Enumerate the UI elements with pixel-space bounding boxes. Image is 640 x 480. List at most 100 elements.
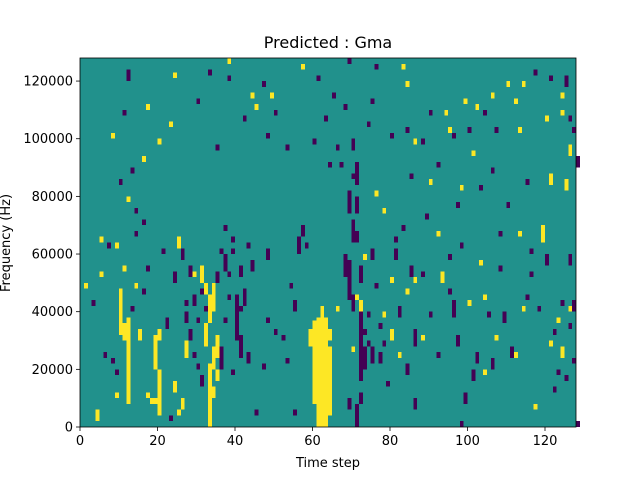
heatmap-cell-high <box>153 334 158 370</box>
heatmap-cell-low <box>486 311 491 318</box>
heatmap-cell-low <box>548 75 553 82</box>
heatmap-cell-low <box>126 69 131 82</box>
heatmap-cell-low <box>238 265 243 278</box>
heatmap-cell-low <box>452 132 456 139</box>
heatmap-cell-high <box>99 236 104 243</box>
heatmap-cell-high <box>320 317 325 427</box>
heatmap-cell-low <box>366 311 371 318</box>
heatmap-cell-low <box>362 328 367 335</box>
heatmap-cell-low <box>304 242 309 249</box>
heatmap-cell-high <box>250 92 255 99</box>
heatmap-cell-low <box>370 346 375 364</box>
heatmap-cell-low <box>188 328 193 341</box>
heatmap-cell-low <box>572 127 577 133</box>
heatmap-cell-low <box>552 328 557 335</box>
heatmap-cell-low <box>421 138 425 145</box>
heatmap-cell-high <box>312 320 317 404</box>
plot-area <box>79 57 580 428</box>
heatmap-cell-high <box>506 81 511 87</box>
heatmap-cell-high <box>111 132 115 139</box>
heatmap-cell-low <box>266 248 270 260</box>
heatmap-cell-low <box>374 282 379 289</box>
heatmap-cell-high <box>227 58 232 64</box>
y-tick-label: 40000 <box>32 305 73 320</box>
heatmap-cell-low <box>219 346 224 370</box>
x-tick-label: 40 <box>227 434 244 449</box>
heatmap-cell-low <box>479 184 484 191</box>
heatmap-cell-low <box>525 179 530 185</box>
y-axis-label: Frequency (Hz) <box>0 194 14 292</box>
heatmap-cell-low <box>289 282 294 289</box>
heatmap-cell-low <box>130 167 135 174</box>
heatmap-cell-low <box>328 161 332 168</box>
heatmap-cell-low <box>122 109 127 116</box>
y-tick-label: 120000 <box>23 75 73 90</box>
heatmap-cell-high <box>483 369 487 376</box>
heatmap-cell-low <box>355 161 360 185</box>
heatmap-cell-high <box>514 98 518 105</box>
heatmap-cell-low <box>347 398 352 410</box>
heatmap-cell-low <box>370 248 375 260</box>
heatmap-cell-low <box>107 242 112 249</box>
heatmap-cell-low <box>227 75 232 82</box>
heatmap-cell-low <box>498 265 503 272</box>
heatmap-cell-high <box>180 398 185 410</box>
heatmap-cell-low <box>525 294 530 301</box>
heatmap-cell-low <box>223 225 228 231</box>
heatmap-cell-high <box>568 144 573 157</box>
heatmap-cell-high <box>308 328 313 347</box>
heatmap-cell-low <box>343 254 348 278</box>
heatmap-cell-low <box>568 115 573 122</box>
heatmap-cell-low <box>428 109 433 116</box>
heatmap-cell-high <box>211 282 216 312</box>
heatmap-cell-high <box>483 294 487 301</box>
heatmap-cell-low <box>390 132 394 139</box>
heatmap-cell-low <box>231 236 236 243</box>
heatmap-cell-low <box>227 294 232 301</box>
heatmap-cell-low <box>103 352 108 358</box>
heatmap-cell-high <box>463 98 468 105</box>
heatmap-cell-high <box>548 340 553 347</box>
heatmap-cell-low <box>134 230 139 237</box>
heatmap-cell-high <box>440 271 445 283</box>
heatmap-cell-low <box>463 392 468 404</box>
heatmap-cell-high <box>390 277 394 283</box>
heatmap-cell-low <box>347 190 352 214</box>
heatmap-cell-high <box>494 334 499 341</box>
heatmap-cell-high <box>475 104 480 110</box>
heatmap-cell-low <box>114 369 119 376</box>
heatmap-cell-low <box>401 225 406 231</box>
heatmap-cell-low <box>165 317 170 329</box>
heatmap-cell-low <box>215 271 220 283</box>
heatmap-cell-high <box>145 392 150 399</box>
heatmap-cell-low <box>498 230 503 237</box>
heatmap-cell-low <box>568 254 573 266</box>
heatmap-cell-high <box>157 328 162 341</box>
heatmap-cell-high <box>316 317 321 427</box>
heatmap-cell-high <box>560 109 565 116</box>
y-axis: 0 20000 40000 60000 80000 100000 120000 <box>23 75 80 436</box>
heatmap-cell-low <box>409 173 414 180</box>
heatmap-cell-low <box>471 369 476 381</box>
heatmap-cell-low <box>285 357 290 364</box>
heatmap-cell-low <box>366 340 371 347</box>
heatmap-cell-low <box>246 242 251 249</box>
heatmap-cell-low <box>572 300 577 312</box>
heatmap-cell-low <box>529 248 534 255</box>
heatmap-cell-low <box>359 300 363 381</box>
heatmap-cell-high <box>95 409 100 422</box>
heatmap-cell-low <box>494 127 499 133</box>
heatmap-cell-high <box>560 92 565 99</box>
y-tick-label: 0 <box>65 421 73 436</box>
x-axis: 0 20 40 60 80 100 120 <box>76 427 557 449</box>
heatmap-cell-high <box>211 346 216 370</box>
heatmap-cell-low <box>293 300 298 312</box>
heatmap-cell-low <box>180 248 185 260</box>
heatmap-cell-low <box>297 236 301 255</box>
heatmap-cell-high <box>413 277 418 283</box>
heatmap-cell-low <box>455 334 460 347</box>
heatmap-cell-low <box>421 271 425 278</box>
heatmap-cell-high <box>153 398 158 404</box>
heatmap-cell-high <box>142 156 146 162</box>
heatmap-cell-high <box>517 230 522 237</box>
